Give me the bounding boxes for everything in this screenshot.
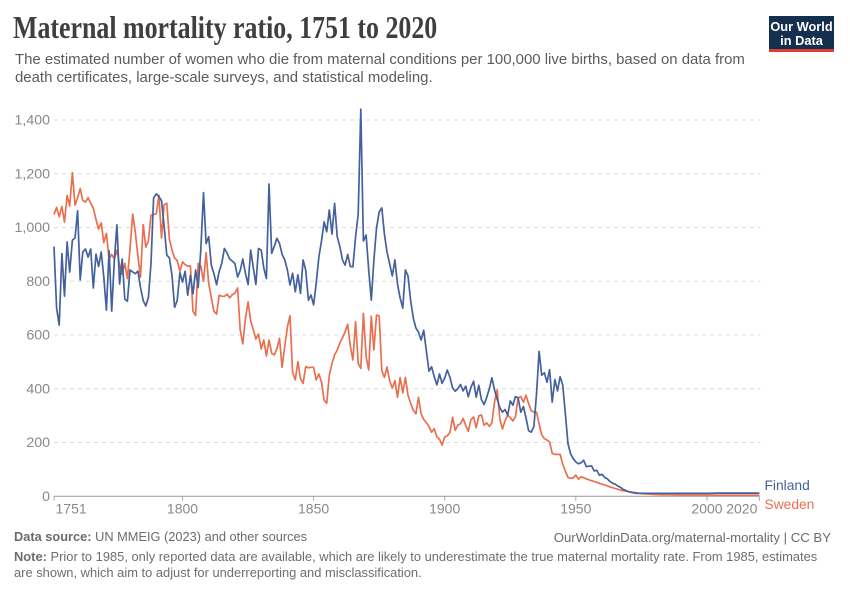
svg-text:Finland: Finland bbox=[765, 478, 810, 493]
svg-text:800: 800 bbox=[26, 274, 50, 290]
svg-text:1,400: 1,400 bbox=[14, 113, 50, 129]
svg-text:200: 200 bbox=[26, 435, 50, 451]
svg-text:1751: 1751 bbox=[56, 501, 87, 517]
svg-text:2000: 2000 bbox=[691, 501, 722, 517]
svg-text:Sweden: Sweden bbox=[765, 497, 815, 512]
svg-text:1,000: 1,000 bbox=[14, 220, 50, 236]
svg-text:0: 0 bbox=[42, 489, 50, 505]
svg-text:1900: 1900 bbox=[429, 501, 460, 517]
svg-text:1950: 1950 bbox=[560, 501, 591, 517]
svg-text:1,200: 1,200 bbox=[14, 166, 50, 182]
svg-text:1800: 1800 bbox=[167, 501, 198, 517]
svg-text:600: 600 bbox=[26, 328, 50, 344]
svg-text:400: 400 bbox=[26, 381, 50, 397]
svg-text:1850: 1850 bbox=[298, 501, 329, 517]
svg-text:2020: 2020 bbox=[726, 501, 757, 517]
